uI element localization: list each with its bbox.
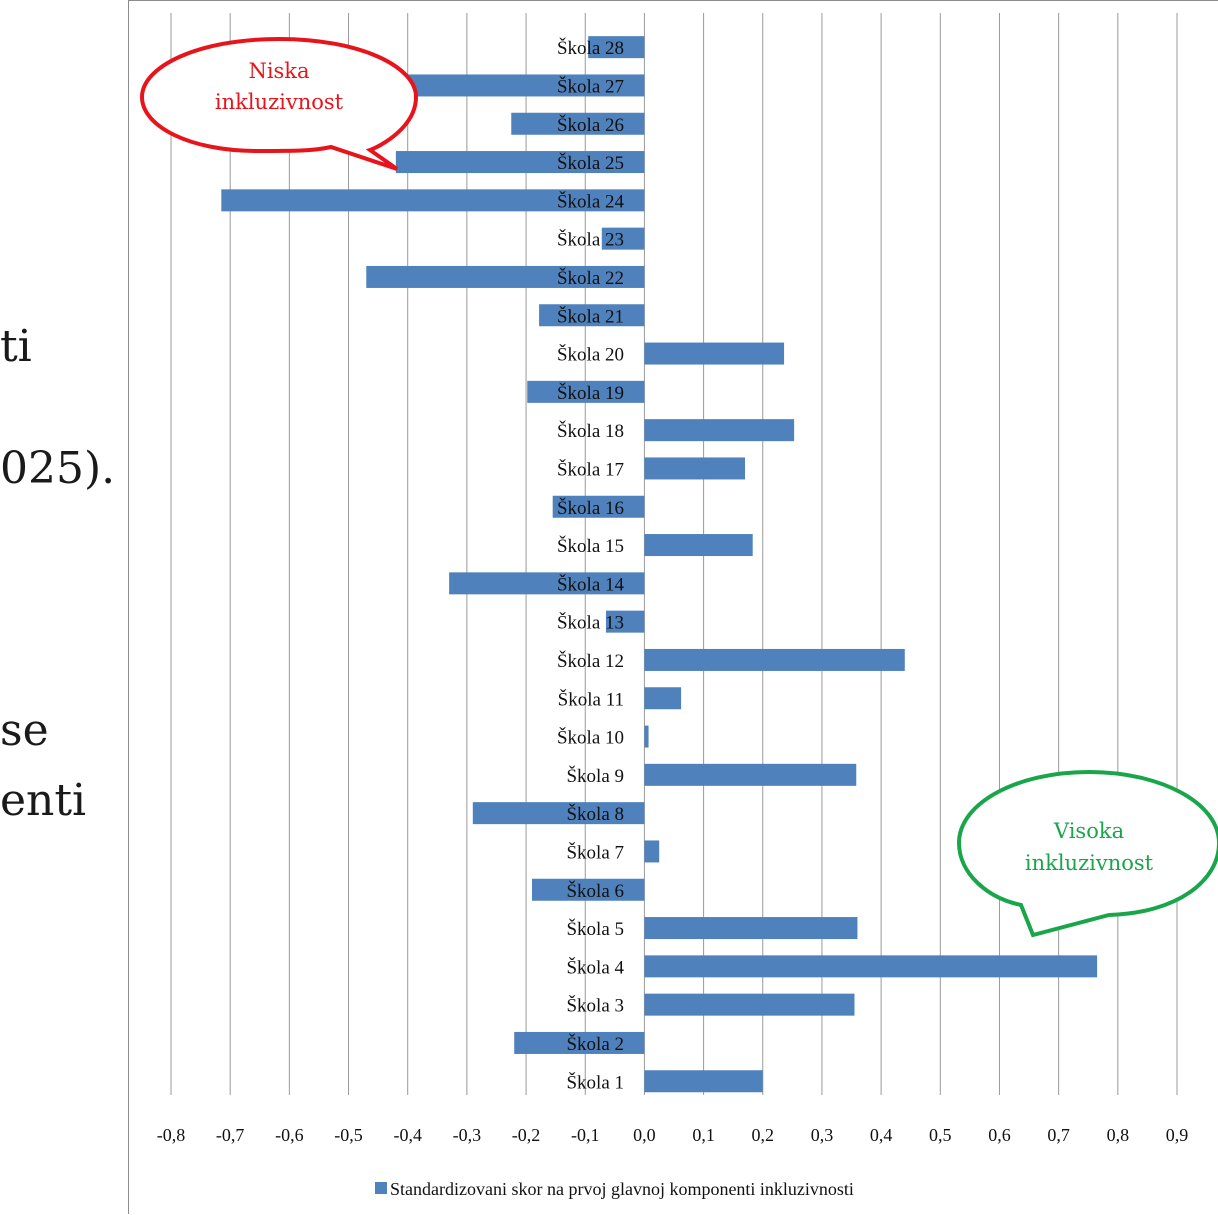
tick-label: -0,7 bbox=[216, 1125, 245, 1145]
category-label: Škola 5 bbox=[566, 918, 624, 940]
tick-label: 0,4 bbox=[870, 1125, 893, 1145]
category-label: Škola 18 bbox=[557, 420, 624, 442]
category-label: Škola 6 bbox=[566, 880, 624, 902]
category-label: Škola 24 bbox=[557, 190, 625, 212]
category-label: Škola 8 bbox=[566, 803, 624, 825]
category-label: Škola 16 bbox=[557, 497, 624, 519]
bars bbox=[221, 36, 1098, 1093]
legend-swatch bbox=[375, 1182, 387, 1194]
category-label: Škola 27 bbox=[557, 75, 624, 97]
bar bbox=[644, 687, 682, 710]
bar bbox=[601, 227, 645, 250]
bar bbox=[357, 74, 645, 97]
bar bbox=[605, 610, 645, 633]
category-label: Škola 14 bbox=[557, 573, 625, 595]
category-label: Škola 2 bbox=[566, 1033, 624, 1055]
category-label: Škola 17 bbox=[557, 458, 624, 480]
category-label: Škola 9 bbox=[566, 765, 624, 787]
bar bbox=[644, 648, 905, 671]
category-label: Škola 26 bbox=[557, 114, 624, 136]
callout-high-line2: inkluzivnost bbox=[1025, 851, 1154, 875]
category-label: Škola 23 bbox=[557, 229, 624, 251]
bar bbox=[644, 457, 746, 480]
tick-label: -0,3 bbox=[453, 1125, 482, 1145]
callout-high-bubble bbox=[956, 769, 1218, 938]
bar bbox=[366, 265, 645, 288]
background-text-2: 025). bbox=[0, 443, 116, 494]
bar bbox=[644, 917, 858, 940]
background-text-4: enti bbox=[0, 775, 87, 826]
bar bbox=[644, 840, 660, 863]
tick-label: 0,7 bbox=[1047, 1125, 1070, 1145]
x-axis-ticks: -0,8 -0,7 -0,6 -0,5 -0,4 -0,3 -0,2 -0,1 0,0 0,1 0,… bbox=[157, 1125, 1189, 1145]
bar bbox=[644, 955, 1098, 978]
category-label: Škola 15 bbox=[557, 535, 624, 557]
category-label: Škola 4 bbox=[566, 956, 624, 978]
category-label: Škola 11 bbox=[558, 688, 624, 710]
category-label: Škola 20 bbox=[557, 344, 624, 366]
category-label: Škola 25 bbox=[557, 152, 624, 174]
bar bbox=[531, 878, 645, 901]
tick-label: -0,8 bbox=[157, 1125, 186, 1145]
tick-label: 0,0 bbox=[633, 1125, 656, 1145]
bar bbox=[644, 993, 855, 1016]
bar bbox=[527, 380, 645, 403]
category-labels: Škola 1 Škola 2 Škola 3 Škola 4 Škola 5 Škola… bbox=[557, 37, 625, 1093]
tick-label: -0,2 bbox=[512, 1125, 541, 1145]
category-label: Škola 10 bbox=[557, 727, 624, 749]
tick-label: -0,1 bbox=[571, 1125, 600, 1145]
bar bbox=[552, 495, 645, 518]
tick-label: -0,5 bbox=[334, 1125, 363, 1145]
background-text-1: ti bbox=[0, 321, 32, 372]
category-label: Škola 19 bbox=[557, 382, 624, 404]
category-label: Škola 7 bbox=[566, 841, 624, 863]
tick-label: -0,4 bbox=[393, 1125, 422, 1145]
tick-label: 0,6 bbox=[988, 1125, 1011, 1145]
callout-low-bubble bbox=[139, 36, 419, 171]
bar bbox=[514, 1031, 645, 1054]
bar bbox=[644, 342, 785, 365]
bar bbox=[539, 304, 645, 327]
callout-low: Niska inkluzivnost bbox=[139, 36, 419, 171]
bar bbox=[449, 572, 645, 595]
bar bbox=[644, 419, 795, 442]
category-label: Škola 21 bbox=[557, 305, 624, 327]
legend-label: Standardizovani skor na prvoj glavnoj ko… bbox=[390, 1179, 854, 1199]
category-label: Škola 22 bbox=[557, 267, 624, 289]
category-label: Škola 3 bbox=[566, 995, 624, 1017]
bar bbox=[511, 112, 645, 135]
tick-label: 0,9 bbox=[1166, 1125, 1189, 1145]
background-text-3: se bbox=[0, 705, 49, 756]
chart-frame: Škola 1 Škola 2 Škola 3 Škola 4 Škola 5 Škola… bbox=[128, 0, 1218, 1214]
bar bbox=[472, 802, 645, 825]
bar bbox=[644, 534, 753, 557]
category-label: Škola 28 bbox=[557, 37, 624, 59]
tick-label: 0,2 bbox=[752, 1125, 775, 1145]
callout-high: Visoka inkluzivnost bbox=[956, 769, 1218, 938]
bar bbox=[644, 725, 649, 748]
tick-label: 0,8 bbox=[1107, 1125, 1130, 1145]
tick-label: 0,1 bbox=[692, 1125, 715, 1145]
bar bbox=[588, 36, 645, 59]
bar bbox=[644, 1070, 763, 1093]
callout-high-line1: Visoka bbox=[1053, 819, 1124, 843]
bar-chart: Škola 1 Škola 2 Škola 3 Škola 4 Škola 5 Škola… bbox=[139, 13, 1218, 1199]
category-label: Škola 1 bbox=[566, 1071, 624, 1093]
callout-low-line1: Niska bbox=[248, 59, 309, 83]
bar bbox=[395, 151, 645, 174]
callout-low-line2: inkluzivnost bbox=[215, 90, 344, 114]
bar bbox=[644, 763, 857, 786]
category-label: Škola 12 bbox=[557, 650, 624, 672]
bar bbox=[221, 189, 645, 212]
tick-label: -0,6 bbox=[275, 1125, 304, 1145]
category-label: Škola 13 bbox=[557, 612, 624, 634]
legend: Standardizovani skor na prvoj glavnoj ko… bbox=[375, 1179, 854, 1199]
tick-label: 0,3 bbox=[811, 1125, 834, 1145]
tick-label: 0,5 bbox=[929, 1125, 952, 1145]
